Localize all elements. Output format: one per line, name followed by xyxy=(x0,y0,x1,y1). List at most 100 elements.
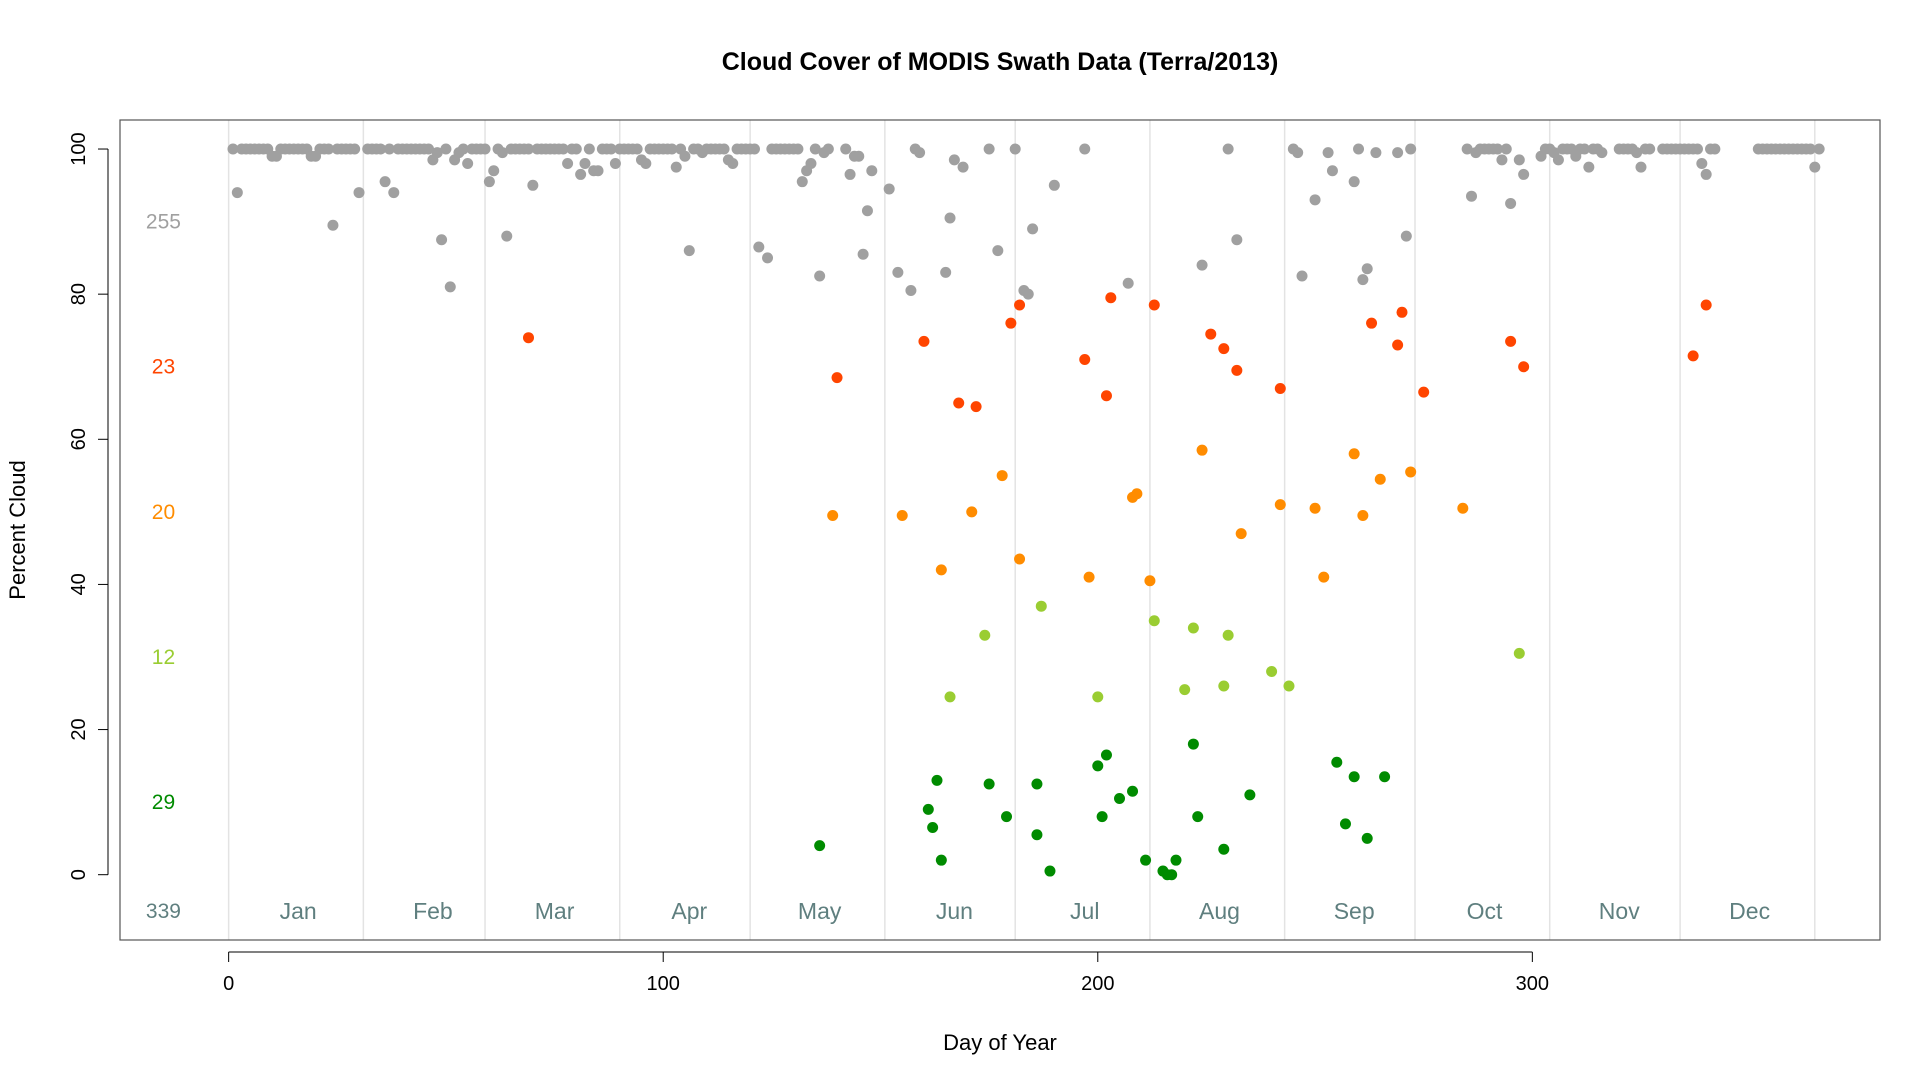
data-point xyxy=(866,165,878,177)
data-point xyxy=(983,143,995,155)
data-point xyxy=(918,335,930,347)
data-point xyxy=(931,774,943,786)
count-label: 255 xyxy=(146,211,181,234)
data-point xyxy=(1014,553,1026,565)
y-axis-label: Percent Cloud xyxy=(5,460,30,599)
data-point xyxy=(1813,143,1825,155)
data-point xyxy=(1457,502,1469,514)
data-point xyxy=(1326,165,1338,177)
data-point xyxy=(1518,168,1530,180)
data-point xyxy=(1114,792,1126,804)
data-point xyxy=(444,281,456,293)
data-point xyxy=(966,506,978,518)
data-point xyxy=(1370,147,1382,159)
data-point xyxy=(1222,629,1234,641)
data-point xyxy=(1274,382,1286,394)
data-point xyxy=(1513,647,1525,659)
chart-title: Cloud Cover of MODIS Swath Data (Terra/2… xyxy=(722,48,1279,76)
data-point xyxy=(670,161,682,173)
data-point xyxy=(1583,161,1595,173)
data-point xyxy=(1392,339,1404,351)
data-point xyxy=(557,143,569,155)
data-point xyxy=(1022,288,1034,300)
count-label: 339 xyxy=(146,900,181,923)
data-point xyxy=(353,187,365,199)
data-point xyxy=(388,187,400,199)
data-point xyxy=(1635,161,1647,173)
data-point xyxy=(1379,771,1391,783)
data-point xyxy=(1079,143,1091,155)
count-label: 29 xyxy=(152,791,175,814)
data-point xyxy=(1231,364,1243,376)
data-point xyxy=(1140,854,1152,866)
month-label: Dec xyxy=(1729,898,1770,924)
data-point xyxy=(522,143,534,155)
month-label: Feb xyxy=(413,898,453,924)
data-point xyxy=(796,176,808,188)
data-point xyxy=(1222,143,1234,155)
y-tick-label: 20 xyxy=(68,718,90,740)
x-tick-label: 100 xyxy=(647,973,680,995)
data-point xyxy=(1122,277,1134,289)
data-point xyxy=(583,143,595,155)
data-point xyxy=(861,205,873,217)
month-label: Nov xyxy=(1599,898,1640,924)
data-point xyxy=(1235,528,1247,540)
data-point xyxy=(1518,361,1530,373)
data-point xyxy=(1100,749,1112,761)
x-tick-label: 0 xyxy=(223,973,234,995)
y-tick-label: 40 xyxy=(68,573,90,595)
y-tick-label: 100 xyxy=(68,132,90,165)
data-point xyxy=(640,158,652,170)
data-point xyxy=(1361,263,1373,275)
data-point xyxy=(1513,154,1525,166)
data-point xyxy=(914,147,926,159)
data-point xyxy=(1096,811,1108,823)
data-point xyxy=(479,143,491,155)
data-point xyxy=(1687,350,1699,362)
data-point xyxy=(1218,343,1230,355)
month-label: Jun xyxy=(936,898,973,924)
month-label: Jul xyxy=(1070,898,1099,924)
data-point xyxy=(1283,680,1295,692)
month-label: May xyxy=(798,898,842,924)
data-point xyxy=(1691,143,1703,155)
data-point xyxy=(383,143,395,155)
month-label: Mar xyxy=(535,898,575,924)
x-tick-label: 300 xyxy=(1516,973,1549,995)
data-point xyxy=(1596,147,1608,159)
data-point xyxy=(1187,622,1199,634)
data-point xyxy=(436,234,448,246)
data-point xyxy=(1001,811,1013,823)
data-point xyxy=(527,179,539,191)
data-point xyxy=(1296,270,1308,282)
data-point xyxy=(1031,829,1043,841)
data-point xyxy=(1466,190,1478,202)
data-point xyxy=(1709,143,1721,155)
data-point xyxy=(1196,444,1208,456)
data-point xyxy=(1014,299,1026,311)
data-point xyxy=(1357,274,1369,286)
data-point xyxy=(1696,158,1708,170)
data-point xyxy=(1035,600,1047,612)
data-point xyxy=(231,187,243,199)
data-point xyxy=(496,147,508,159)
data-point xyxy=(1804,143,1816,155)
data-point xyxy=(883,183,895,195)
data-point xyxy=(570,143,582,155)
data-point xyxy=(592,165,604,177)
data-point xyxy=(1400,230,1412,242)
data-point xyxy=(827,509,839,521)
data-point xyxy=(1331,756,1343,768)
data-points xyxy=(227,143,1825,881)
data-point xyxy=(1392,147,1404,159)
data-point xyxy=(970,401,982,413)
data-point xyxy=(631,143,643,155)
month-label: Sep xyxy=(1334,898,1375,924)
data-point xyxy=(1366,317,1378,329)
data-point xyxy=(1322,147,1334,159)
count-label: 12 xyxy=(152,646,175,669)
data-point xyxy=(1578,143,1590,155)
data-point xyxy=(522,332,534,344)
